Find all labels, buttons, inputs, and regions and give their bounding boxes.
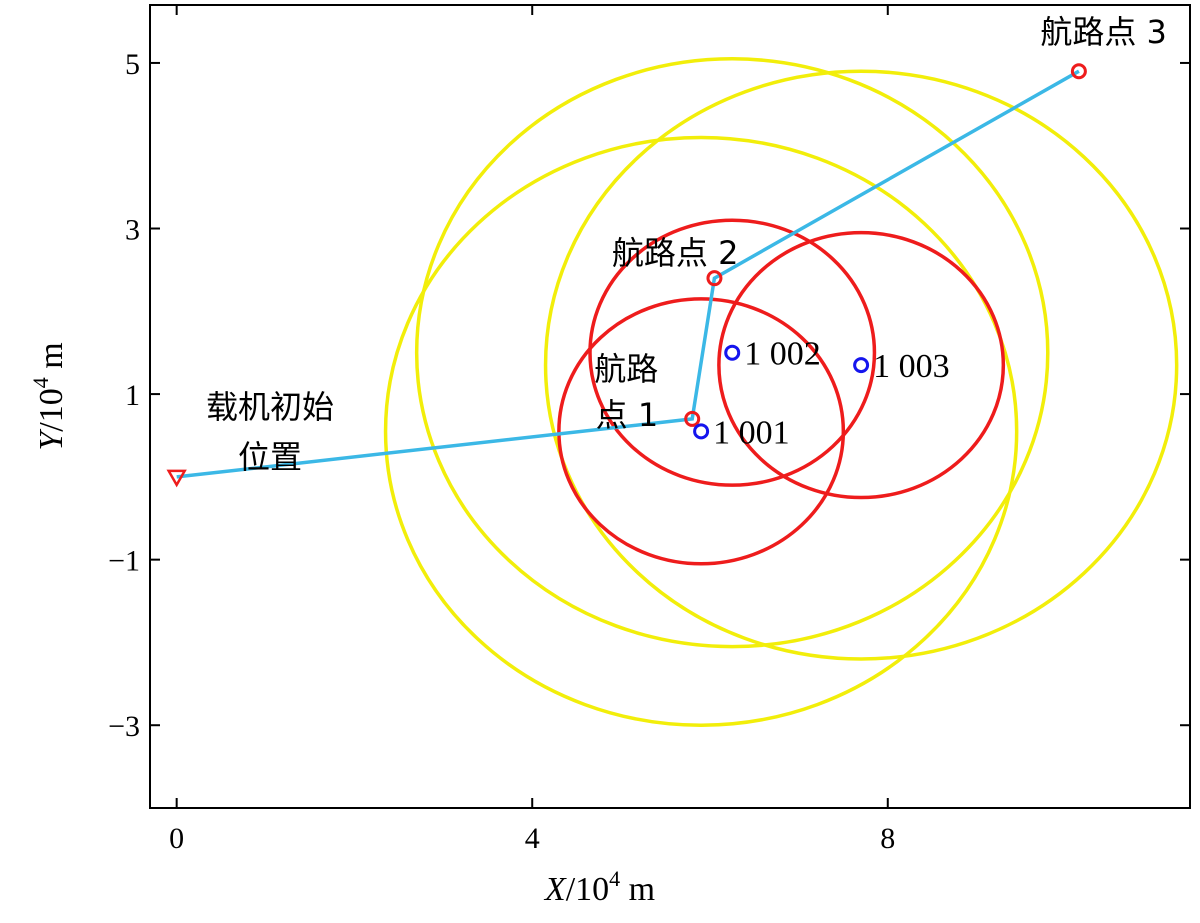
outer-range-circles — [383, 57, 1179, 727]
axis-ticks: 0 4 8 −3 −1 1 3 5 — [108, 5, 1190, 855]
target-marker-2 — [724, 344, 741, 361]
waypoint-marker-2 — [706, 270, 723, 287]
x-tick-label: 8 — [880, 822, 895, 855]
outer-circle-2 — [414, 57, 1050, 649]
waypoint-marker-1 — [684, 410, 701, 427]
waypoint-label-1: 航路点 1 — [594, 350, 658, 434]
target-label-1: 1 001 — [713, 414, 790, 451]
plot-frame — [149, 4, 1191, 809]
y-tick-label: 1 — [125, 379, 140, 412]
x-tick-label: 4 — [525, 822, 540, 855]
annotations: 载机初始位置 航路点 1 航路点 2 航路点 3 1 001 1 002 1 003 — [206, 13, 1167, 476]
target-marker-3 — [853, 357, 870, 374]
target-label-2: 1 002 — [744, 336, 821, 373]
waypoint-label-2: 航路点 2 — [612, 234, 739, 272]
y-tick-label: −3 — [108, 710, 140, 743]
y-axis-label: Y/104 m — [28, 342, 70, 450]
outer-circle-3 — [543, 69, 1179, 661]
flight-path — [176, 69, 1080, 479]
waypoint-label-3: 航路点 3 — [1040, 13, 1167, 51]
inner-circle-1 — [557, 297, 846, 566]
start-point-label: 载机初始位置 — [206, 388, 334, 476]
inner-circle-3 — [717, 230, 1006, 500]
inner-circle-2 — [588, 218, 877, 487]
markers — [166, 63, 1087, 488]
inner-range-circles — [557, 218, 1006, 566]
y-tick-label: 3 — [125, 214, 140, 247]
outer-circle-1 — [383, 135, 1019, 727]
y-tick-label: −1 — [108, 545, 140, 578]
target-marker-1 — [693, 423, 710, 440]
flight-path-line — [176, 69, 1080, 479]
x-axis-label: X/104 m — [543, 866, 655, 908]
y-tick-label: 5 — [125, 48, 140, 81]
start-point-marker — [166, 469, 187, 488]
waypoint-marker-3 — [1070, 63, 1087, 80]
target-label-3: 1 003 — [873, 348, 950, 385]
x-tick-label: 0 — [169, 822, 184, 855]
